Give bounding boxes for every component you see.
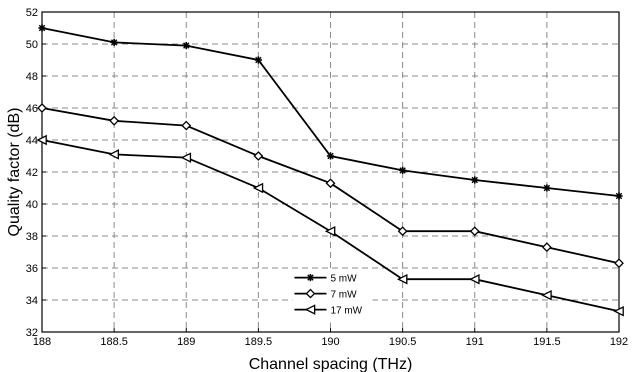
x-tick-label-190: 190 xyxy=(321,336,339,348)
y-tick-label-40: 40 xyxy=(26,199,38,211)
series-5-mw-point xyxy=(38,24,46,32)
y-tick-label-48: 48 xyxy=(26,71,38,83)
ticks: 188 188.5 189 189.5 190 190.5 191 191.5 192 32 34 3… xyxy=(26,7,628,348)
series-17-mw-point xyxy=(324,225,336,237)
series xyxy=(36,24,624,317)
y-tick-label-46: 46 xyxy=(26,103,38,115)
x-tick-label-191: 191 xyxy=(466,336,484,348)
series-7-mw xyxy=(37,103,624,269)
series-17-mw xyxy=(36,134,624,317)
series-17-mw-point xyxy=(180,152,192,163)
y-tick-label-50: 50 xyxy=(26,39,38,51)
legend-marker xyxy=(304,304,316,315)
series-5-mw-point xyxy=(399,166,407,174)
series-17-mw-point xyxy=(36,134,47,146)
series-7-mw-point xyxy=(614,258,624,269)
y-tick-label-44: 44 xyxy=(26,135,38,147)
series-17-mw-point xyxy=(108,149,119,160)
series-5-mw-point xyxy=(110,38,118,46)
legend-label: 7 mW xyxy=(330,290,357,301)
legend-entry-5-mw: 5 mW xyxy=(294,274,357,285)
series-5-mw-point xyxy=(326,152,335,160)
y-tick-label-32: 32 xyxy=(26,327,38,339)
y-tick-label-38: 38 xyxy=(26,231,38,243)
legend-label: 17 mW xyxy=(330,306,362,317)
series-7-mw-point xyxy=(325,178,336,189)
series-7-mw-point xyxy=(37,103,47,113)
series-5-mw-point xyxy=(471,176,479,184)
series-5-mw-point xyxy=(543,184,551,192)
series-17-mw-point xyxy=(613,305,624,317)
y-axis-label: Quality factor (dB) xyxy=(6,108,23,237)
series-7-mw-point xyxy=(181,120,192,131)
series-5-mw-point xyxy=(254,56,262,64)
y-tick-label-52: 52 xyxy=(26,7,38,19)
x-tick-label-191-5: 191.5 xyxy=(533,336,561,348)
x-tick-label-189: 189 xyxy=(177,336,195,348)
series-7-mw-point xyxy=(541,242,552,253)
x-tick-label-188: 188 xyxy=(33,336,51,348)
series-17-mw-point xyxy=(252,182,264,194)
x-tick-label-188-5: 188.5 xyxy=(100,336,128,348)
y-tick-label-42: 42 xyxy=(26,167,38,179)
legend: 5 mW 7 mW 17 mW xyxy=(292,268,373,323)
legend-marker xyxy=(306,274,315,282)
legend-entry-17-mw: 17 mW xyxy=(294,304,363,317)
series-7-mw-point xyxy=(469,226,480,237)
x-tick-label-192: 192 xyxy=(610,336,628,348)
legend-marker xyxy=(305,288,316,299)
series-7-mw-point xyxy=(397,226,408,237)
y-tick-label-36: 36 xyxy=(26,263,38,275)
legend-label: 5 mW xyxy=(330,274,357,285)
grid xyxy=(42,12,619,332)
series-17-mw-point xyxy=(541,289,552,301)
series-5-mw-point xyxy=(182,42,190,50)
series-7-mw-point xyxy=(253,151,264,161)
x-tick-label-190-5: 190.5 xyxy=(389,336,417,348)
x-tick-label-189-5: 189.5 xyxy=(245,336,273,348)
series-17-mw-point xyxy=(396,273,408,285)
series-5-mw xyxy=(38,24,623,200)
x-axis-label: Channel spacing (THz) xyxy=(249,356,413,372)
series-5-mw-point xyxy=(615,192,623,200)
y-tick-label-34: 34 xyxy=(26,295,38,307)
series-17-mw-point xyxy=(469,273,480,285)
series-7-mw-point xyxy=(109,115,120,126)
legend-entry-7-mw: 7 mW xyxy=(294,288,357,301)
